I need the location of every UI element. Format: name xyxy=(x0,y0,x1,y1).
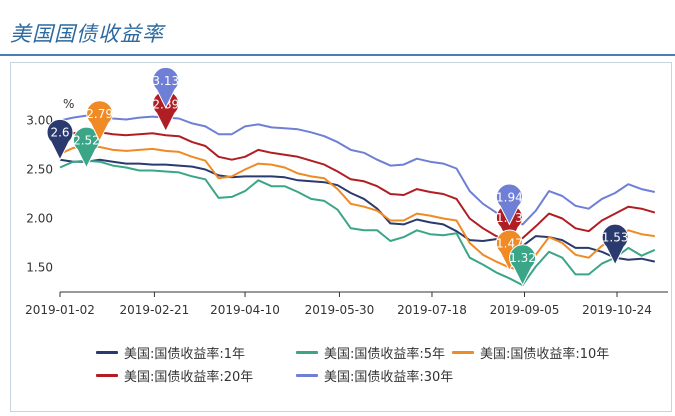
marker-label-1: 2.6 xyxy=(50,126,69,140)
x-tick-label: 2019-10-24 xyxy=(582,303,652,317)
marker-label-8: 1.32 xyxy=(509,251,536,265)
marker-label-9: 1.94 xyxy=(496,190,523,204)
marker-label-5: 3.13 xyxy=(152,74,179,88)
marker-pin-3 xyxy=(86,100,114,143)
marker-pin-1 xyxy=(46,118,74,161)
title-divider xyxy=(0,54,675,56)
y-tick-label: 1.50 xyxy=(26,261,53,275)
marker-label-2: 2.52 xyxy=(73,134,100,148)
series-line-2 xyxy=(59,159,656,287)
series-line-1 xyxy=(59,158,656,263)
x-tick-label: 2019-05-30 xyxy=(305,303,375,317)
y-tick-label: 2.50 xyxy=(26,163,53,177)
x-tick-label: 2019-07-18 xyxy=(397,303,467,317)
chart-frame xyxy=(10,62,672,412)
marker-pin-5 xyxy=(152,66,180,109)
series-line-3 xyxy=(59,146,655,272)
series-line-4 xyxy=(59,130,656,242)
marker-label-3: 2.79 xyxy=(86,107,113,121)
marker-pin-2 xyxy=(72,126,100,169)
x-tick-label: 2019-01-02 xyxy=(25,303,95,317)
marker-pin-8 xyxy=(509,244,537,287)
x-tick-label: 2019-04-10 xyxy=(210,303,280,317)
y-tick-label: 2.00 xyxy=(26,212,53,226)
y-axis-unit-label: % xyxy=(63,97,74,111)
marker-pin-9 xyxy=(495,183,523,226)
page-title: 美国国债收益率 xyxy=(10,22,164,46)
x-tick-label: 2019-02-21 xyxy=(120,303,190,317)
x-tick-label: 2019-09-05 xyxy=(490,303,560,317)
marker-pin-10 xyxy=(601,223,629,266)
y-tick-label: 3.00 xyxy=(26,114,53,128)
marker-label-10: 1.53 xyxy=(602,231,629,245)
